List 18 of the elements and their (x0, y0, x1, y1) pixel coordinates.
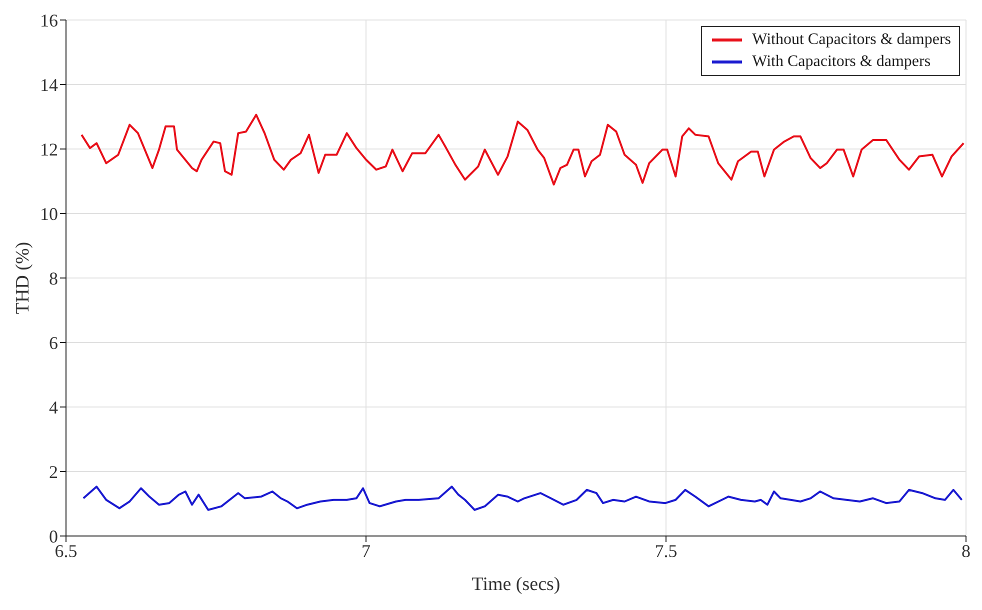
y-tick-label: 2 (49, 462, 58, 482)
y-tick-label: 10 (40, 204, 58, 224)
y-tick-label: 12 (40, 139, 58, 160)
line-series (80, 114, 965, 186)
legend-label: With Capacitors & dampers (752, 52, 931, 72)
y-tick-label: 0 (49, 526, 58, 546)
y-tick-label: 14 (40, 74, 58, 95)
y-tick-label: 8 (49, 268, 58, 288)
x-tick-label: 7 (362, 540, 370, 561)
legend-label: Without Capacitors & dampers (752, 30, 951, 50)
y-axis-title: THD (%) (12, 242, 34, 314)
line-series (82, 486, 963, 511)
y-tick-label: 16 (40, 10, 58, 30)
y-tick-label: 6 (49, 332, 58, 353)
x-tick-label: 8 (962, 540, 970, 561)
x-tick-label: 7.5 (654, 540, 678, 561)
y-tick-label: 4 (49, 397, 58, 418)
x-axis-title: Time (secs) (472, 574, 560, 595)
